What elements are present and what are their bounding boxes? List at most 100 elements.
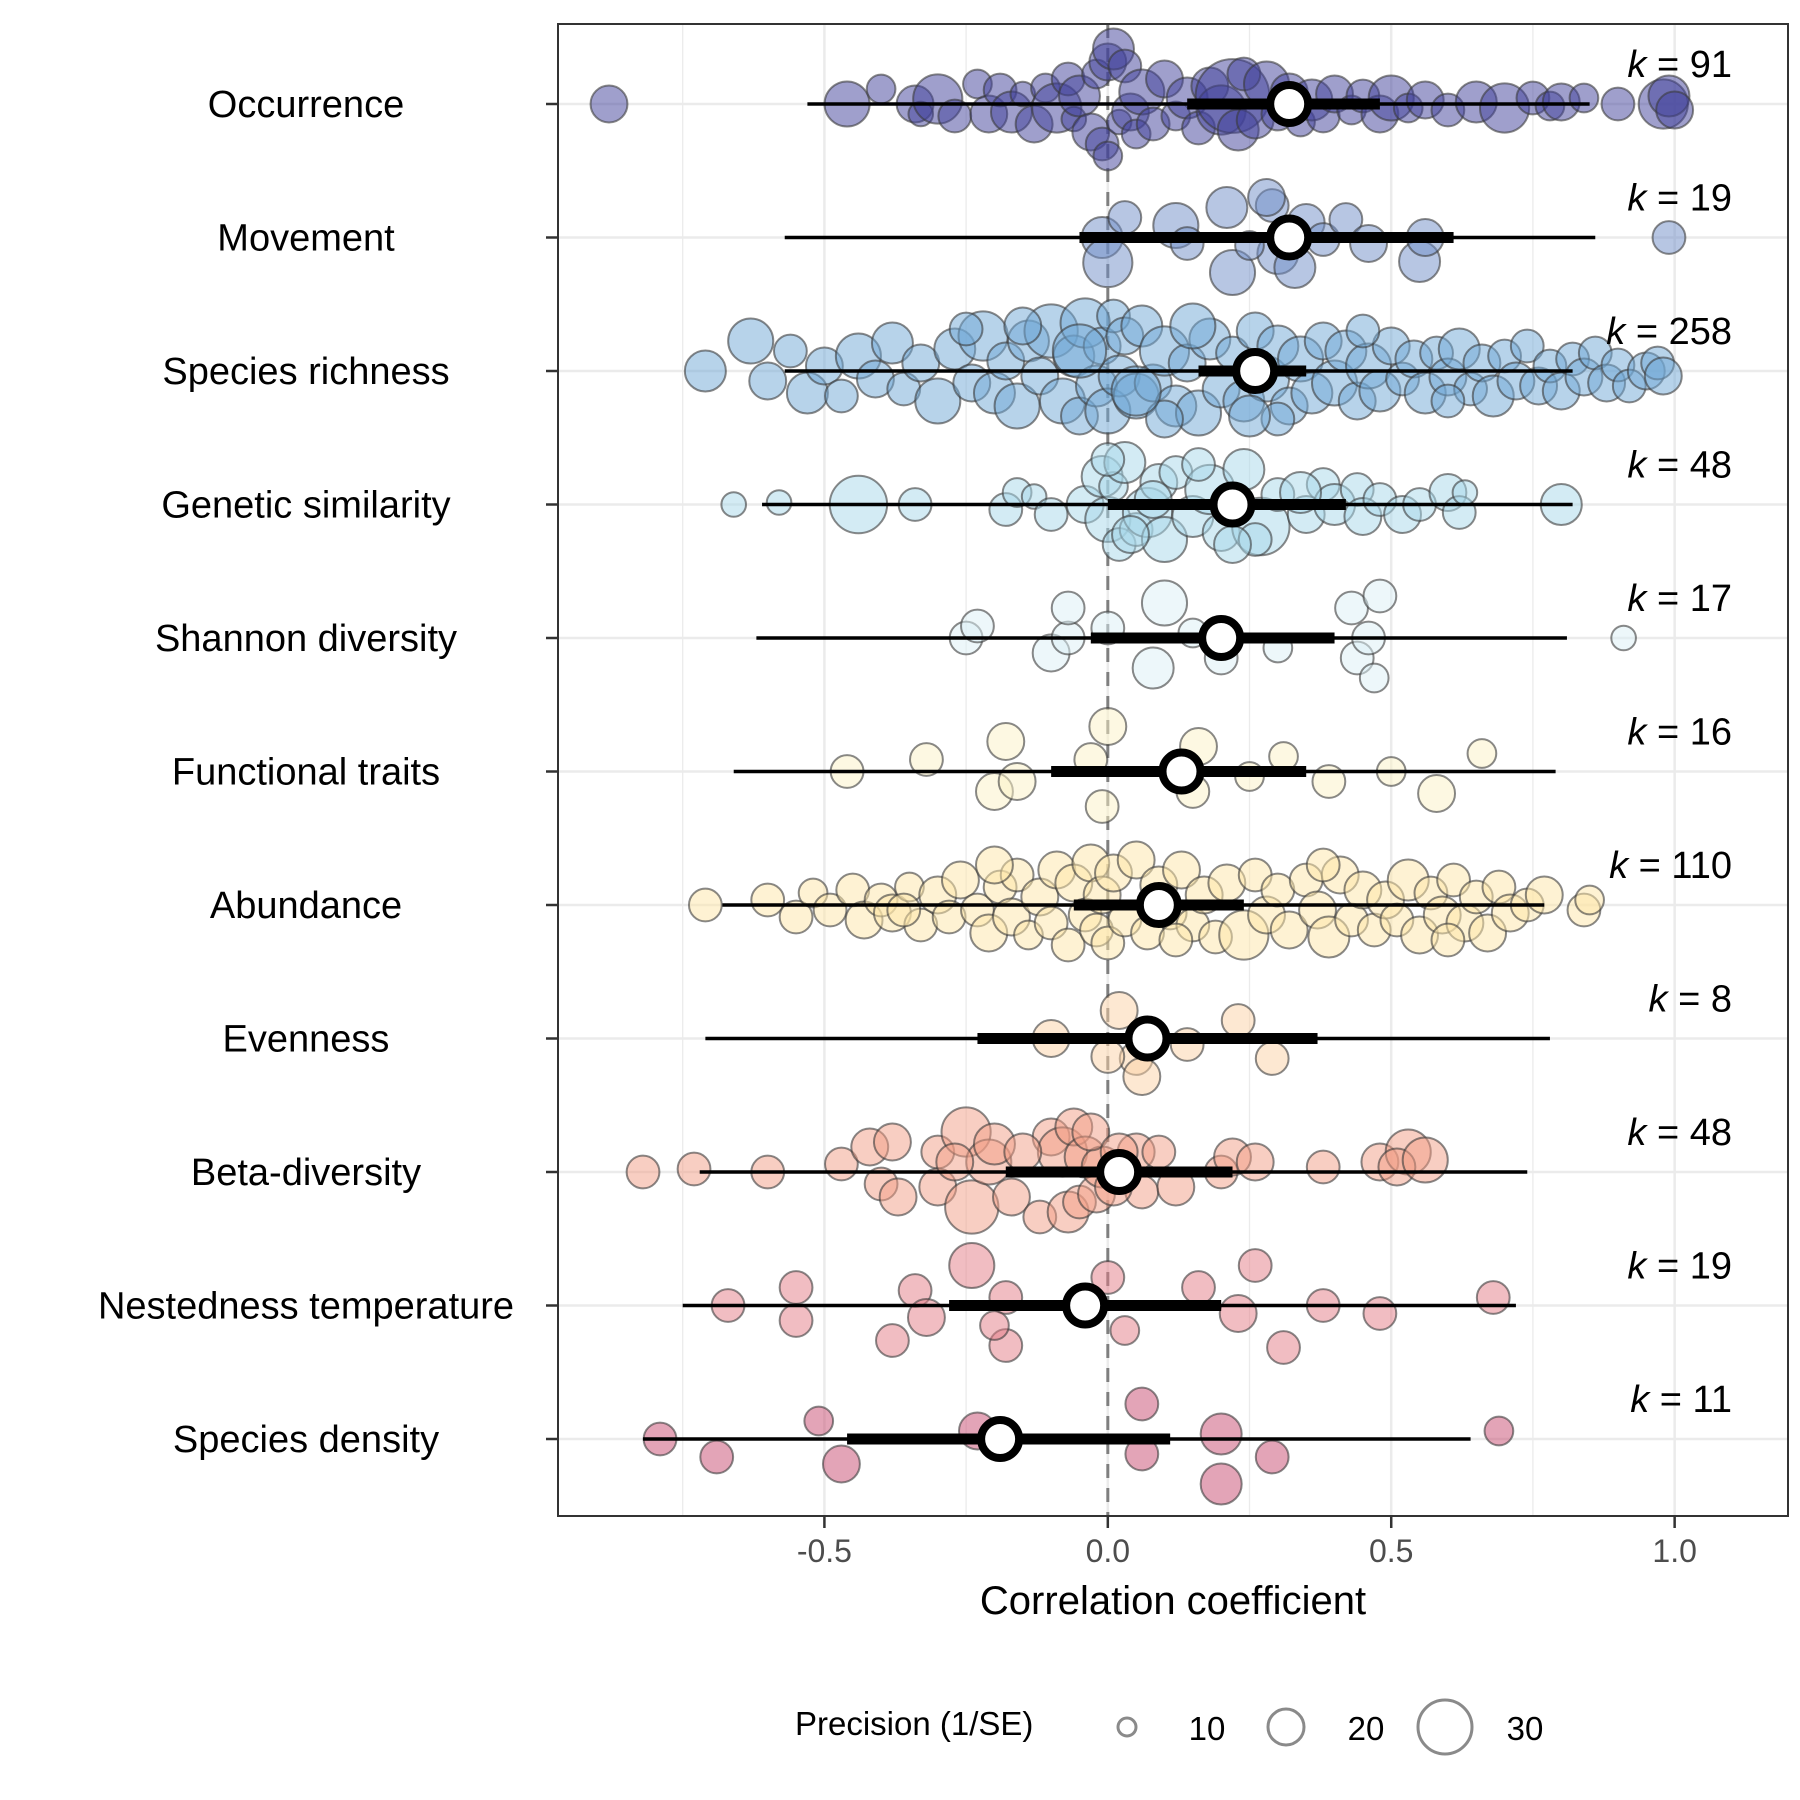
k-symbol: k (1609, 845, 1630, 887)
effect-point (886, 892, 922, 928)
effect-point (750, 882, 786, 918)
estimate-marker (1198, 615, 1245, 661)
legend-size-circle (1416, 1698, 1474, 1756)
k-symbol: k (1627, 1112, 1648, 1154)
k-label: k = 91 (1627, 44, 1732, 86)
k-value: = 110 (1628, 845, 1732, 887)
category-label: Abundance (210, 885, 402, 927)
effect-point (1568, 82, 1600, 114)
k-value: = 91 (1646, 44, 1732, 86)
effect-point (1122, 1057, 1162, 1096)
effect-point (1145, 399, 1184, 439)
estimate-marker (1266, 81, 1313, 127)
category-label: Movement (217, 218, 395, 260)
effect-point (948, 1241, 996, 1290)
effect-point (1466, 738, 1498, 769)
effect-point (870, 321, 914, 365)
effect-point (1090, 442, 1126, 477)
category-label: Species richness (162, 351, 449, 393)
effect-point (1181, 447, 1216, 482)
k-symbol: k (1627, 178, 1648, 220)
effect-point (1247, 178, 1286, 217)
effect-point (872, 1122, 912, 1162)
effect-point (1071, 1112, 1111, 1152)
legend-size-label: 10 (1189, 1710, 1226, 1747)
effect-point (676, 1151, 712, 1187)
estimate-markers (977, 81, 1313, 1462)
effect-point (960, 608, 995, 644)
estimate-marker (1124, 1015, 1171, 1062)
x-tick-label: -0.5 (797, 1533, 852, 1569)
effect-point (1483, 1415, 1515, 1447)
category-label: Species density (173, 1419, 439, 1461)
category-label: Occurrence (208, 84, 404, 126)
effect-point (1050, 590, 1086, 626)
category-label: Beta-diversity (191, 1152, 421, 1194)
panel-border (557, 23, 1789, 1517)
x-tick-label: 0.0 (1086, 1533, 1130, 1569)
effect-point (1111, 515, 1150, 554)
effect-point (1181, 1270, 1216, 1305)
effect-point (727, 317, 775, 365)
effect-point (683, 349, 727, 393)
k-symbol: k (1627, 1246, 1648, 1288)
effect-point (1033, 497, 1069, 532)
x-tick-label: 0.5 (1369, 1533, 1413, 1569)
k-symbol: k (1630, 1379, 1651, 1421)
effect-point (1051, 323, 1108, 379)
k-symbol: k (1649, 979, 1670, 1021)
estimate-marker (1232, 348, 1279, 394)
effect-point (1417, 774, 1457, 813)
k-value: = 19 (1646, 178, 1732, 220)
k-value: = 258 (1625, 311, 1732, 353)
effect-point (1110, 365, 1162, 417)
effect-point (765, 489, 793, 516)
effect-point (1651, 220, 1687, 255)
effect-point (778, 1303, 814, 1338)
effect-point (1524, 875, 1564, 915)
effect-point (948, 311, 984, 347)
effect-point (1090, 1039, 1126, 1074)
y-axis-ticks (546, 102, 558, 1441)
effect-point (778, 899, 814, 935)
effect-point (1220, 1003, 1256, 1038)
estimate-marker (1158, 748, 1205, 795)
k-label: k = 11 (1630, 1379, 1732, 1421)
effect-point (1305, 1149, 1341, 1185)
effect-point (1124, 1386, 1160, 1422)
effect-point (1205, 186, 1249, 229)
effect-point (1218, 1294, 1258, 1333)
k-value: = 11 (1649, 1379, 1732, 1421)
effect-point (1451, 479, 1479, 506)
effect-point (821, 1444, 861, 1484)
effect-point (1349, 224, 1389, 263)
effect-point (772, 333, 808, 369)
effect-point (1003, 306, 1043, 346)
effect-point (914, 377, 962, 425)
effect-point (1266, 1330, 1301, 1365)
effect-point (1169, 302, 1217, 350)
effect-point (1088, 707, 1128, 746)
k-label: k = 16 (1627, 712, 1732, 754)
effect-point (1213, 525, 1252, 564)
effect-point (1254, 1041, 1290, 1076)
effect-point (975, 845, 1014, 885)
legend-title: Precision (1/SE) (795, 1705, 1033, 1742)
effect-point (1082, 236, 1134, 289)
effect-point (1131, 646, 1175, 690)
effect-point (1345, 313, 1381, 349)
effect-point (1084, 789, 1120, 824)
k-label: k = 17 (1627, 578, 1732, 620)
effect-point (1090, 1260, 1126, 1295)
effect-point (1430, 922, 1466, 958)
category-label: Genetic similarity (161, 485, 450, 527)
legend-size-circle (1266, 1707, 1306, 1747)
effect-point (1003, 1132, 1043, 1172)
effect-point (1475, 1280, 1511, 1315)
estimate-marker (977, 1416, 1024, 1462)
effect-point (1050, 927, 1086, 963)
effect-point (824, 378, 859, 414)
effect-point (1430, 383, 1466, 419)
effect-point (997, 762, 1037, 801)
